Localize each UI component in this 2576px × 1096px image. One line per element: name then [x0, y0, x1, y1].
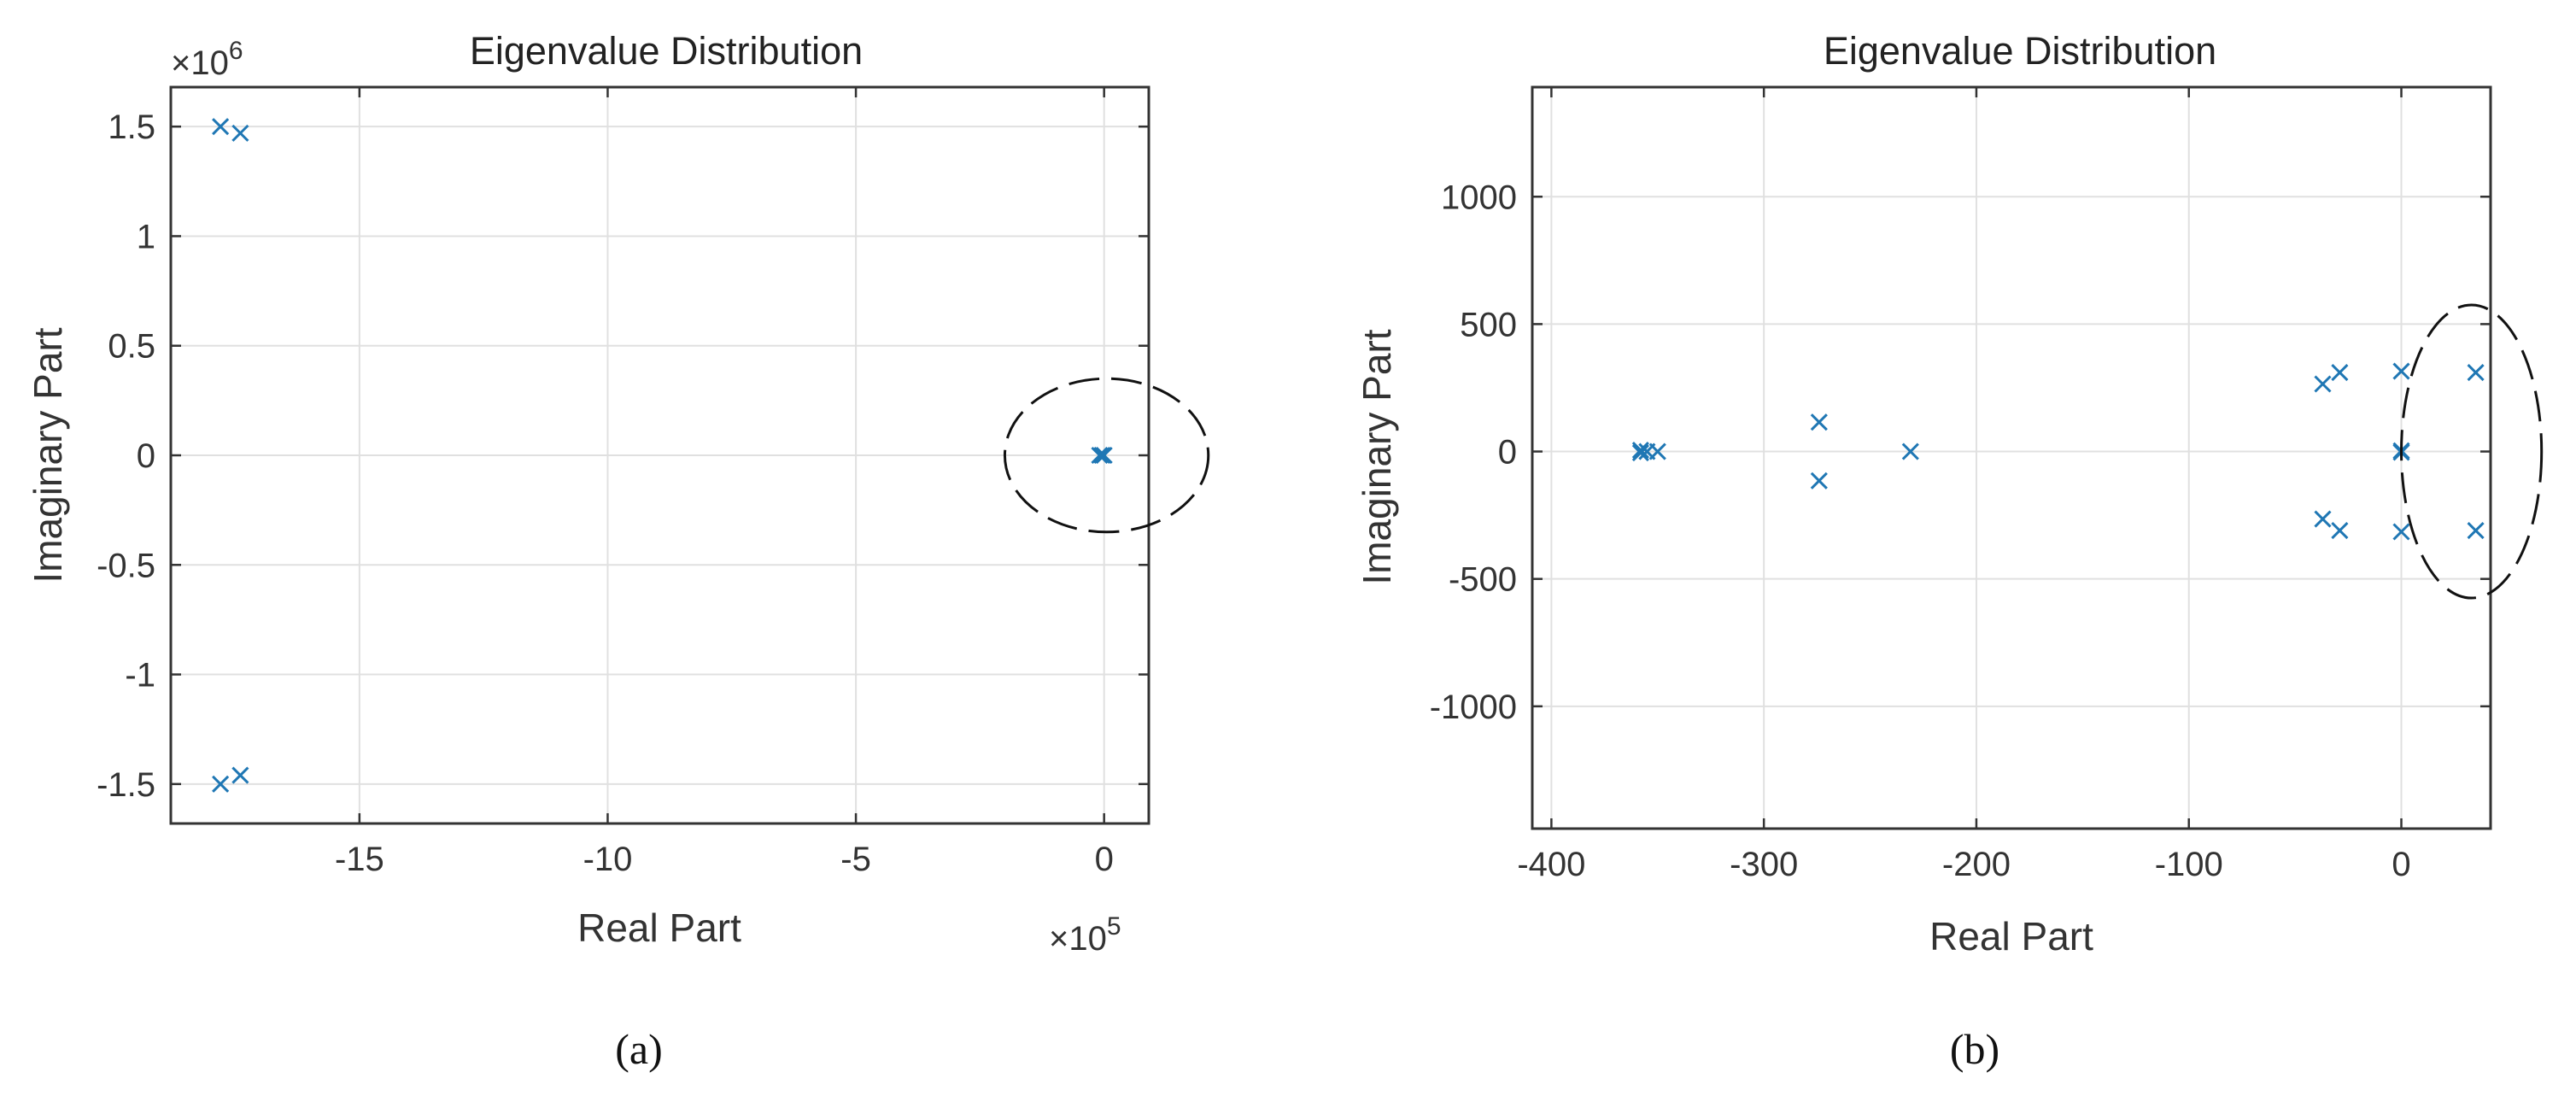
data-points-b [1631, 362, 2485, 541]
grid-b [1532, 87, 2491, 829]
chart-title-b: Eigenvalue Distribution [1824, 29, 2216, 73]
x-tick-label: -300 [1730, 846, 1798, 883]
x-tick-label: -400 [1517, 846, 1585, 883]
y-tick-label: -500 [1449, 561, 1517, 599]
data-point [231, 766, 249, 784]
plot-frame-b [1531, 85, 2492, 830]
y-tick-label: -0.5 [97, 547, 155, 584]
x-exponent-label-a: ×105 [1049, 912, 1121, 958]
grid-a [171, 87, 1149, 823]
x-tick-label: -200 [1942, 846, 2011, 883]
data-point [212, 118, 230, 136]
y-tick-label: 0 [1498, 434, 1517, 472]
highlight-ellipse-b [2400, 303, 2544, 600]
y-tick-label: 0 [137, 437, 155, 475]
chart-title-a: Eigenvalue Distribution [470, 29, 863, 73]
data-point [1631, 441, 1649, 460]
data-point [2314, 510, 2332, 528]
y-tick-label: 1.5 [108, 108, 155, 146]
x-tick-label: -5 [840, 841, 871, 878]
y-tick-label: -1.5 [97, 766, 155, 804]
data-point [2331, 521, 2349, 540]
data-point [2467, 364, 2485, 382]
panel-caption-b: (b) [1950, 1025, 1999, 1073]
data-point [1901, 443, 1919, 460]
data-point [1631, 443, 1649, 462]
y-tick-label: 1 [137, 218, 155, 255]
y-tick-label: -1 [125, 657, 155, 695]
data-point [1093, 446, 1111, 465]
data-point [2314, 375, 2332, 393]
y-tick-label: 0.5 [108, 328, 155, 366]
y-tick-label: -1000 [1430, 689, 1517, 726]
data-point [231, 124, 249, 142]
y-tick-label: 1000 [1441, 179, 1517, 216]
y-tick-label: 500 [1460, 306, 1517, 343]
x-tick-label: -100 [2155, 846, 2223, 883]
data-point [1810, 472, 1828, 489]
data-point [2392, 523, 2410, 541]
ticks-a: -15 -10 -5 0 -1.5 -1 -0.5 0 0.5 1 1.5 [97, 87, 1149, 878]
data-point [212, 775, 230, 793]
chart-panel-a: -15 -10 -5 0 -1.5 -1 -0.5 0 0.5 1 1.5 Eigenvalue D… [26, 29, 1210, 1073]
y-axis-label-b: Imaginary Part [1355, 329, 1399, 584]
data-point [2392, 362, 2410, 380]
data-point [2467, 521, 2485, 540]
panel-caption-a: (a) [615, 1025, 663, 1073]
x-axis-label-a: Real Part [577, 906, 741, 950]
data-points-a [212, 118, 1113, 793]
x-tick-label: 0 [2392, 846, 2410, 883]
data-point [1648, 443, 1666, 460]
y-axis-label-a: Imaginary Part [26, 327, 70, 583]
data-point [1091, 446, 1109, 465]
y-exponent-label-a: ×106 [171, 37, 243, 82]
highlight-ellipse-a [1003, 377, 1210, 534]
data-point [1095, 446, 1113, 465]
x-axis-label-b: Real Part [1929, 914, 2093, 958]
data-point [2331, 364, 2349, 382]
data-point [1810, 413, 1828, 431]
x-tick-label: -15 [335, 841, 384, 878]
x-tick-label: -10 [583, 841, 633, 878]
x-tick-label: 0 [1095, 841, 1114, 878]
